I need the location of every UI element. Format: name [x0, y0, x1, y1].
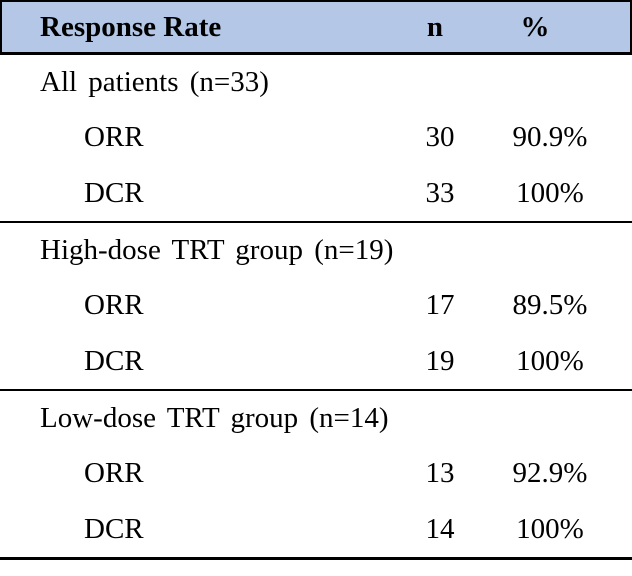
section-low-dose: Low-dose TRT group (n=14) ORR 13 92.9% D… [0, 391, 632, 560]
header-percent: % [520, 10, 550, 43]
row-percent-value: 92.9% [512, 456, 588, 489]
response-rate-table: Response Rate n % All patients (n=33) OR… [0, 0, 632, 560]
row-percent-value: 89.5% [512, 288, 588, 321]
row-n-value: 13 [425, 456, 455, 489]
row-label: ORR [84, 288, 144, 321]
table-row: ORR 13 92.9% [0, 445, 632, 501]
group-label: All patients (n=33) [40, 65, 269, 98]
row-percent-value: 100% [516, 344, 584, 377]
row-label: ORR [84, 456, 144, 489]
row-label: DCR [84, 176, 144, 209]
row-n-value: 30 [425, 120, 455, 153]
group-label-row: High-dose TRT group (n=19) [0, 223, 632, 277]
table-row: ORR 17 89.5% [0, 277, 632, 333]
row-percent-value: 100% [516, 176, 584, 209]
row-n-value: 14 [425, 512, 455, 545]
header-response-rate: Response Rate [40, 10, 222, 43]
row-n-value: 19 [425, 344, 455, 377]
header-n: n [426, 10, 444, 43]
table-row: ORR 30 90.9% [0, 109, 632, 165]
section-high-dose: High-dose TRT group (n=19) ORR 17 89.5% … [0, 223, 632, 391]
row-percent-value: 90.9% [512, 120, 588, 153]
table-row: DCR 14 100% [0, 501, 632, 557]
row-percent-value: 100% [516, 512, 584, 545]
table-header-row: Response Rate n % [0, 0, 632, 55]
group-label: High-dose TRT group (n=19) [40, 233, 394, 266]
row-n-value: 33 [425, 176, 455, 209]
table-row: DCR 33 100% [0, 165, 632, 221]
row-label: DCR [84, 344, 144, 377]
row-label: ORR [84, 120, 144, 153]
table-row: DCR 19 100% [0, 333, 632, 389]
row-label: DCR [84, 512, 144, 545]
group-label-row: All patients (n=33) [0, 55, 632, 109]
group-label: Low-dose TRT group (n=14) [40, 401, 389, 434]
row-n-value: 17 [425, 288, 455, 321]
group-label-row: Low-dose TRT group (n=14) [0, 391, 632, 445]
section-all-patients: All patients (n=33) ORR 30 90.9% DCR 33 … [0, 55, 632, 223]
